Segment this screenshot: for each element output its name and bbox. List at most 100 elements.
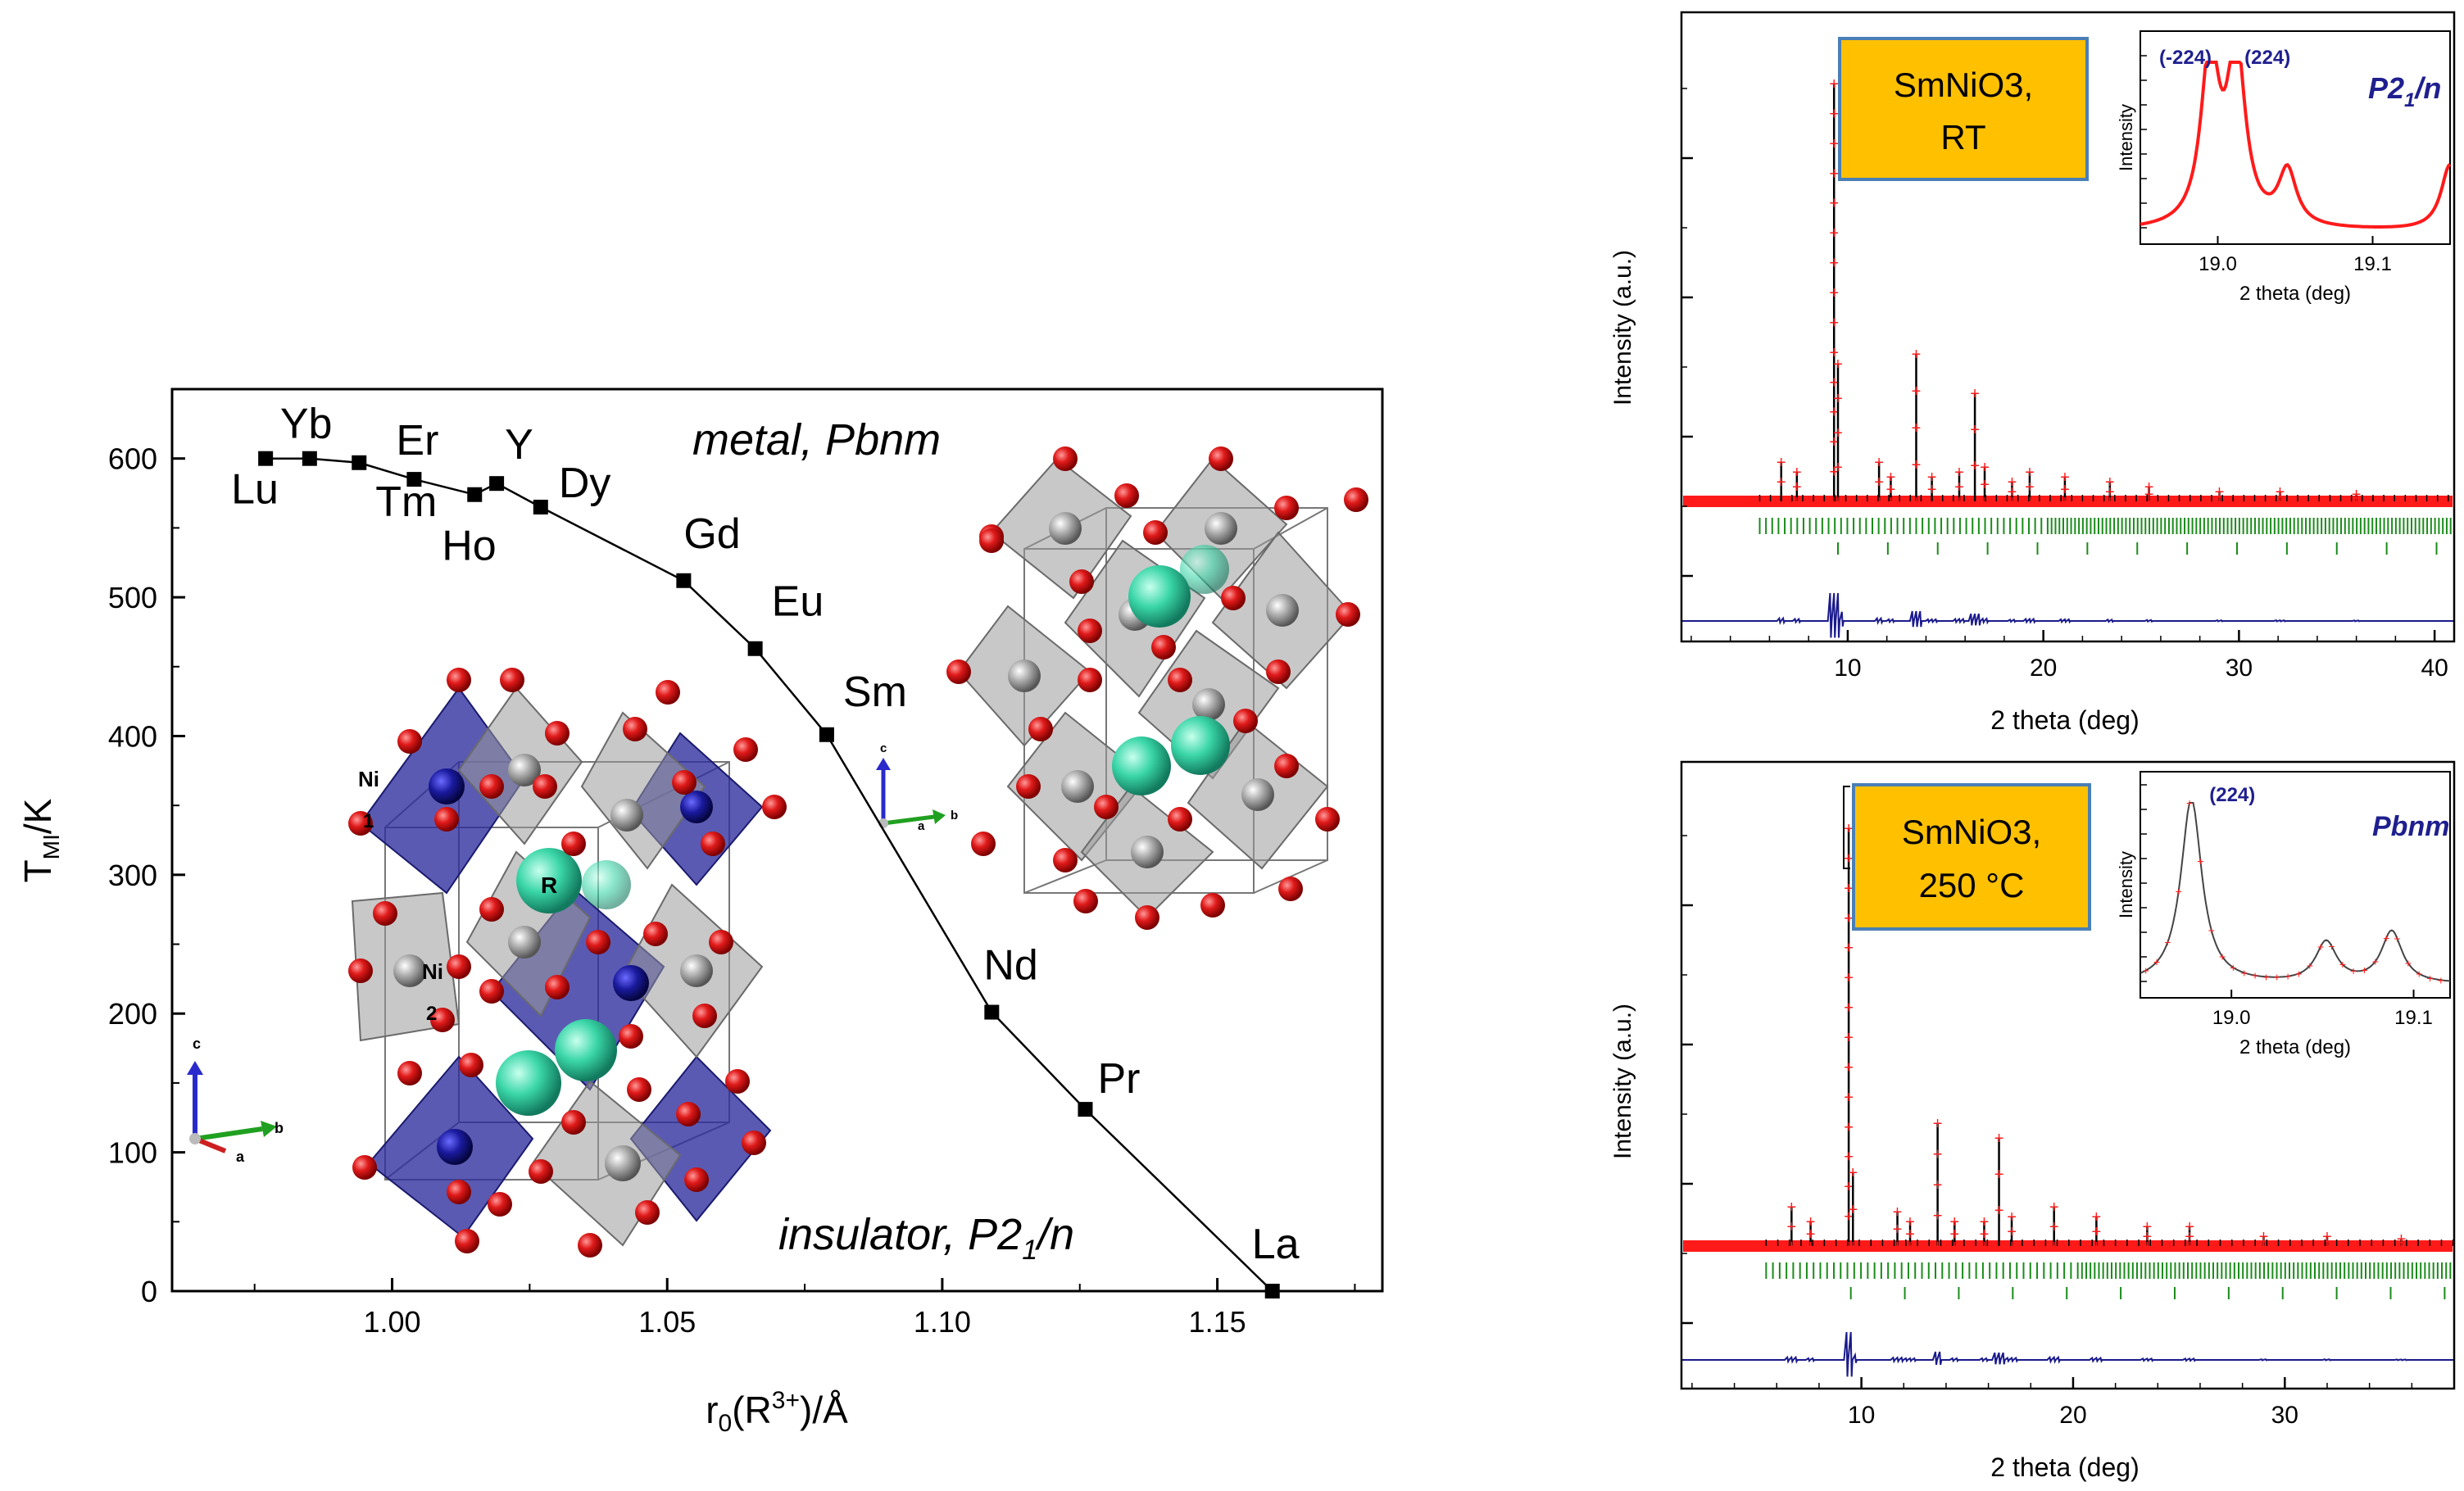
xrd-observed-point: + — [1833, 424, 1843, 442]
xrd-observed-point: + — [1949, 1213, 1959, 1231]
phase-point-label-ho: Ho — [442, 523, 496, 570]
xrd-observed-point: + — [1844, 1089, 1854, 1107]
inset-observed-point: + — [2426, 972, 2433, 985]
xrd-observed-point: + — [1833, 390, 1843, 408]
xrd-observed-point: + — [2276, 483, 2285, 501]
xrd-observed-point: + — [1829, 314, 1839, 332]
axis-label-b: b — [275, 1120, 284, 1136]
xrd-observed-point: + — [1893, 1221, 1903, 1239]
xrd-250c-data-layer: ++++++++++++++++++++++++++++++++++++++++… — [1681, 820, 2455, 1429]
xrd-observed-point: + — [1844, 850, 1854, 868]
xrd-x-tick-label: 20 — [2059, 1402, 2086, 1429]
xrd-observed-point: + — [1829, 464, 1839, 482]
xrd-observed-point: + — [2025, 464, 2035, 482]
phase-y-tick-label: 500 — [108, 581, 157, 614]
phase-point-yb — [302, 451, 317, 466]
inset-profile-curve — [2140, 61, 2452, 229]
inset-ylabel: Intensity — [2116, 851, 2136, 918]
xrd-observed-point: + — [1833, 356, 1843, 374]
ni-atoms — [393, 754, 713, 1181]
xrd-rt-box-line2: RT — [1940, 118, 1985, 156]
xrd-observed-point: + — [2007, 1238, 2017, 1256]
xrd-observed-point: + — [1848, 1201, 1858, 1219]
inset-x-tick-label: 19.0 — [2199, 253, 2237, 275]
phase-point-pr — [1078, 1102, 1093, 1117]
xrd-observed-point: + — [1844, 880, 1854, 898]
inset-observed-point: + — [2372, 954, 2379, 968]
xrd-difference-curve — [1681, 1331, 2454, 1377]
axes-triad-left: c b a — [187, 1036, 284, 1165]
phase-y-tick-label: 200 — [108, 997, 157, 1031]
xrd-observed-point: + — [1829, 284, 1839, 302]
xrd-rt-inset: 19.0 19.12 theta (deg) Intensity (-224) (224… — [2116, 30, 2452, 305]
inset-ylabel: Intensity — [2116, 104, 2136, 171]
xrd-observed-point: + — [1777, 493, 1786, 511]
axes-triad-right: c b a — [876, 741, 958, 833]
inset-profile-curve — [2140, 802, 2451, 982]
phase-point-tm — [352, 455, 367, 470]
inset-peak-label: (224) — [2209, 784, 2255, 806]
xrd-observed-point: + — [1933, 1115, 1943, 1133]
ni-atoms-right — [1008, 512, 1299, 868]
xrd-observed-point: + — [1905, 1238, 1915, 1256]
xrd-rt-label-box-bg — [1838, 37, 2089, 181]
xrd-250c-box-line2: 250 °C — [1919, 866, 2025, 904]
xrd-observed-point: + — [1844, 1178, 1854, 1196]
xrd-observed-point: + — [1848, 1164, 1858, 1182]
xrd-observed-point: + — [1844, 1208, 1854, 1226]
inset-observed-point: + — [2317, 940, 2324, 953]
xrd-observed-point: + — [1833, 459, 1843, 477]
xrd-observed-point: + — [2276, 488, 2285, 506]
xrd-observed-point: + — [2008, 474, 2017, 492]
phase-point-sm — [819, 727, 834, 742]
xrd-observed-point: + — [1949, 1226, 1959, 1244]
xrd-observed-point: + — [2092, 1223, 2102, 1241]
xrd-observed-point: + — [2060, 469, 2070, 487]
xrd-250c-brace — [1843, 786, 1850, 869]
inset-observed-point: + — [2285, 970, 2291, 983]
phase-y-tick-label: 100 — [108, 1136, 157, 1170]
inset-x-tick-label: 19.1 — [2353, 253, 2392, 275]
xrd-observed-point: + — [1829, 165, 1839, 183]
xrd-observed-point: + — [1792, 493, 1802, 511]
xrd-observed-point: + — [2105, 483, 2115, 501]
xrd-observed-point: + — [2025, 493, 2035, 511]
xrd-observed-point: + — [2397, 1238, 2407, 1256]
xrd-observed-point: + — [2215, 493, 2225, 511]
xrd-observed-point: + — [2025, 478, 2035, 496]
inset-observed-point: + — [2208, 923, 2215, 936]
xrd-observed-point: + — [1829, 433, 1839, 451]
axis-label-c-right: c — [880, 741, 887, 755]
xrd-observed-point: + — [1927, 469, 1937, 487]
inset-observed-point: + — [2295, 967, 2302, 980]
xrd-observed-point: + — [1933, 1146, 1943, 1164]
axis-label-c: c — [193, 1036, 201, 1052]
inset-observed-point: + — [2416, 968, 2422, 981]
xrd-observed-point: + — [1829, 493, 1839, 511]
xrd-observed-point: + — [2060, 481, 2070, 499]
xrd-observed-point: + — [1893, 1203, 1903, 1221]
xrd-observed-point: + — [1994, 1166, 2004, 1184]
phase-point-ho — [467, 487, 483, 502]
xrd-observed-point: + — [2397, 1230, 2407, 1249]
inset-observed-point: + — [2328, 940, 2335, 953]
xrd-observed-point: + — [2322, 1233, 2332, 1251]
xrd-observed-point: + — [1980, 459, 1990, 477]
xrd-observed-point: + — [1777, 454, 1786, 472]
phase-point-y — [489, 476, 505, 492]
xrd-observed-point: + — [1806, 1238, 1816, 1256]
inset-observed-point: + — [2307, 959, 2313, 972]
xrd-250c-ylabel: Intensity (a.u.) — [1609, 1004, 1636, 1159]
phase-point-dy — [533, 499, 548, 514]
xrd-rt-frame — [1680, 11, 2456, 643]
phase-point-lu — [258, 451, 274, 466]
xrd-observed-point: + — [1829, 255, 1839, 273]
phase-point-label-pr: Pr — [1097, 1055, 1140, 1103]
phase-x-tick-label: 1.05 — [638, 1305, 696, 1339]
phase-point-label-y: Y — [505, 421, 533, 469]
xrd-observed-point: + — [1933, 1208, 1943, 1226]
xrd-observed-point: + — [1833, 493, 1843, 511]
xrd-observed-point: + — [1787, 1238, 1797, 1256]
atom-label-r: R — [541, 872, 557, 898]
